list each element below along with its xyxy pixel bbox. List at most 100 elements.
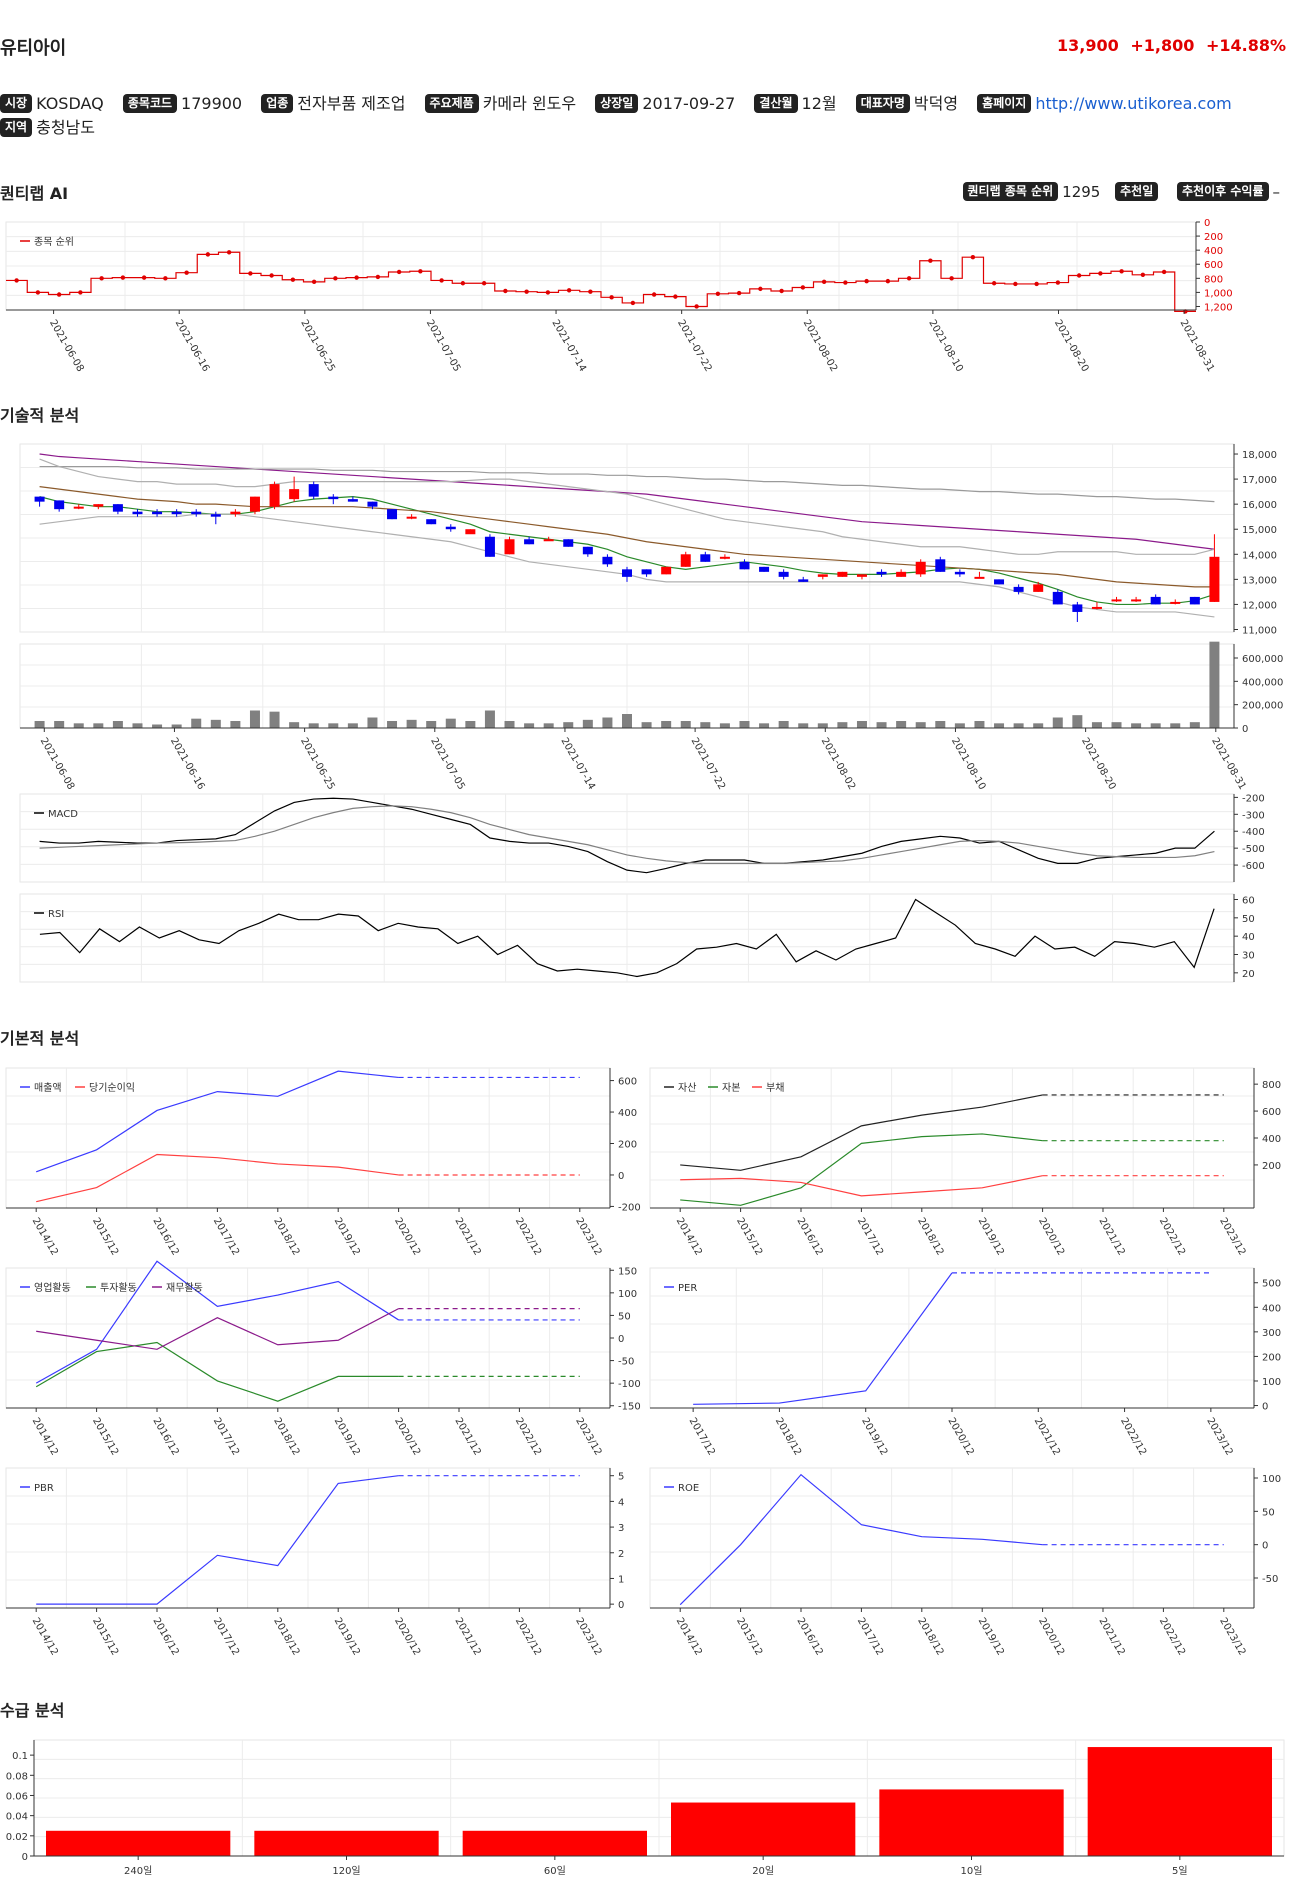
- income-x-tick-label: 2021/12: [452, 1216, 482, 1257]
- pbr-x-tick-label: 2016/12: [150, 1616, 180, 1657]
- cashflow-line: [35, 1260, 399, 1384]
- volume-bar: [817, 723, 828, 728]
- income-y-tick-label: 600: [618, 1077, 637, 1088]
- volume-bar: [994, 723, 1005, 728]
- pbr-x-tick-label: 2017/12: [211, 1616, 241, 1657]
- candle-y-tick-label: 17,000: [1242, 475, 1277, 486]
- info-label: 홈페이지: [977, 94, 1032, 113]
- candle-body: [504, 539, 515, 555]
- supply-bar: [1087, 1747, 1272, 1856]
- per-x-tick-label: 2022/12: [1118, 1416, 1148, 1457]
- info-listing-date: 상장일 2017-09-27: [595, 92, 735, 116]
- candle-body: [739, 561, 750, 570]
- volume-bar: [328, 723, 339, 728]
- volume-bar: [602, 717, 613, 728]
- income-x-tick-label: 2016/12: [150, 1216, 180, 1257]
- per-x-tick-label: 2021/12: [1032, 1416, 1062, 1457]
- balance-line: [680, 1175, 1043, 1197]
- candle-body: [1111, 599, 1122, 602]
- pbr-y-tick-label: 4: [618, 1497, 624, 1508]
- candle-y-tick-label: 14,000: [1242, 550, 1277, 561]
- volume-bar: [191, 718, 202, 728]
- rank-point: [311, 279, 317, 285]
- candle-body: [171, 511, 182, 515]
- macd-line: [39, 805, 1215, 864]
- candle-y-tick-label: 16,000: [1242, 500, 1277, 511]
- balance-x-tick-label: 2020/12: [1036, 1216, 1066, 1257]
- rank-point: [928, 258, 933, 263]
- candle-body: [347, 499, 358, 502]
- info-label: 시장: [0, 94, 33, 113]
- rank-point: [226, 250, 232, 255]
- rank-x-tick-label: 2021-07-05: [424, 318, 463, 374]
- candle-body: [1091, 606, 1102, 609]
- volume-bar: [954, 723, 965, 728]
- volume-bar: [543, 723, 554, 728]
- volume-bar: [210, 719, 221, 728]
- candle-body: [622, 569, 632, 577]
- volume-x-tick-label: 2021-06-25: [298, 736, 337, 792]
- candle-body: [54, 500, 65, 510]
- rank-point: [1076, 273, 1082, 278]
- homepage-link[interactable]: http://www.utikorea.com: [1035, 94, 1232, 113]
- rank-point: [163, 276, 168, 281]
- info-label: 결산월: [754, 94, 798, 113]
- per-y-tick-label: 0: [1262, 1402, 1268, 1413]
- info-homepage: 홈페이지 http://www.utikorea.com: [977, 92, 1232, 116]
- info-region: 지역 충청남도: [0, 116, 95, 140]
- rank-x-tick-label: 2021-08-20: [1052, 318, 1091, 374]
- income-x-tick-label: 2020/12: [392, 1216, 422, 1257]
- candle-body: [602, 556, 613, 565]
- candle-body: [524, 539, 535, 545]
- recommend-return-value: –: [1272, 183, 1281, 201]
- pbr-x-tick-label: 2014/12: [30, 1616, 60, 1657]
- per-x-tick-label: 2023/12: [1204, 1416, 1234, 1457]
- volume-bar: [367, 717, 378, 728]
- volume-x-tick-label: 2021-07-22: [689, 736, 728, 792]
- per-line: [693, 1272, 953, 1405]
- rank-y-tick-label: 1,200: [1204, 302, 1233, 313]
- volume-bar: [876, 722, 887, 728]
- volume-bar: [680, 721, 691, 728]
- section-title-supply: 수급 분석: [0, 1701, 65, 1720]
- volume-bar: [249, 710, 260, 728]
- volume-x-tick-label: 2021-07-14: [558, 736, 597, 792]
- info-label: 업종: [261, 94, 294, 113]
- income-y-tick-label: 200: [618, 1140, 637, 1151]
- volume-bar: [974, 721, 985, 728]
- per-y-tick-label: 200: [1262, 1352, 1281, 1363]
- rank-point: [503, 288, 508, 294]
- supply-bar: [46, 1830, 231, 1856]
- pbr-legend-label: PBR: [34, 1483, 54, 1494]
- macd-y-tick-label: -300: [1242, 810, 1265, 821]
- section-title-fund: 기본적 분석: [0, 1029, 80, 1048]
- per-frame: [649, 1267, 1255, 1409]
- supply-y-tick-label: 0.06: [6, 1791, 28, 1802]
- roe-y-tick-label: 0: [1262, 1541, 1268, 1552]
- info-value: KOSDAQ: [36, 94, 104, 113]
- balance-y-tick-label: 400: [1262, 1134, 1281, 1145]
- rank-point: [715, 291, 721, 297]
- volume-bar: [778, 721, 789, 728]
- section-title-tech: 기술적 분석: [0, 406, 80, 425]
- macd-y-tick-label: -500: [1242, 844, 1265, 855]
- volume-x-tick-label: 2021-07-05: [428, 736, 467, 792]
- info-label: 종목코드: [122, 94, 178, 113]
- candle-body: [328, 496, 339, 500]
- balance-x-tick-label: 2021/12: [1096, 1216, 1126, 1257]
- volume-bar: [445, 718, 456, 728]
- volume-bar: [34, 721, 45, 728]
- info-ceo: 대표자명 박덕영: [855, 92, 958, 116]
- volume-bar: [308, 723, 319, 728]
- supply-y-tick-label: 0.02: [6, 1832, 28, 1843]
- rsi-y-tick-label: 50: [1242, 914, 1255, 925]
- rank-point: [333, 276, 338, 281]
- rsi-y-tick-label: 20: [1242, 969, 1255, 980]
- income-x-tick-label: 2023/12: [573, 1216, 603, 1257]
- volume-bar: [739, 721, 750, 728]
- rank-point: [418, 269, 423, 274]
- candle-body: [230, 511, 241, 515]
- rank-point: [1161, 269, 1167, 275]
- rank-point: [14, 278, 19, 283]
- rank-point: [588, 289, 593, 294]
